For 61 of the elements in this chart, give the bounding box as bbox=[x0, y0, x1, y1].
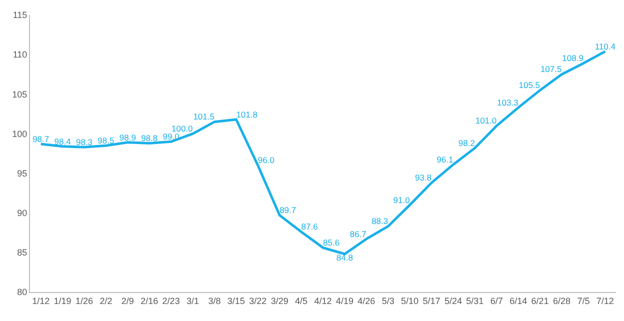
x-tick-label: 3/22 bbox=[249, 296, 267, 306]
data-label: 85.6 bbox=[323, 238, 340, 248]
data-label: 107.5 bbox=[540, 64, 562, 74]
x-tick-label: 3/1 bbox=[186, 296, 200, 306]
data-label: 98.8 bbox=[141, 133, 158, 144]
data-label: 89.7 bbox=[280, 205, 296, 216]
x-tick-label: 4/12 bbox=[314, 296, 332, 306]
x-tick-label: 7/12 bbox=[596, 296, 614, 306]
data-label: 108.9 bbox=[562, 53, 584, 64]
x-tick-label: 6/14 bbox=[510, 296, 528, 306]
y-tick-label: 115 bbox=[12, 10, 28, 20]
x-tick-label: 3/29 bbox=[270, 296, 288, 306]
data-label: 100.0 bbox=[172, 124, 194, 134]
y-tick-label: 95 bbox=[17, 168, 28, 178]
data-label: 105.5 bbox=[518, 80, 540, 90]
data-label: 98.9 bbox=[119, 132, 136, 142]
x-tick-label: 1/12 bbox=[32, 296, 50, 306]
x-tick-label: 2/2 bbox=[100, 296, 112, 306]
y-tick-label: 90 bbox=[17, 208, 28, 218]
data-label: 103.3 bbox=[497, 97, 519, 108]
data-label: 98.4 bbox=[54, 136, 72, 146]
data-label: 84.8 bbox=[336, 252, 354, 262]
data-label: 98.5 bbox=[98, 135, 115, 146]
x-tick-label: 6/21 bbox=[531, 296, 549, 306]
x-tick-label: 3/8 bbox=[208, 296, 221, 306]
y-tick-label: 100 bbox=[12, 128, 28, 139]
data-label: 91.0 bbox=[393, 194, 410, 205]
data-label: 93.8 bbox=[414, 172, 432, 183]
data-label: 98.7 bbox=[32, 134, 50, 144]
x-tick-label: 5/24 bbox=[444, 296, 462, 306]
data-label: 98.2 bbox=[458, 138, 476, 148]
data-label: 101.0 bbox=[475, 116, 497, 126]
data-label: 86.7 bbox=[350, 228, 367, 239]
data-label: 101.8 bbox=[236, 109, 258, 120]
data-label: 98.3 bbox=[76, 137, 93, 148]
data-label: 101.5 bbox=[193, 112, 215, 122]
x-tick-label: 4/26 bbox=[358, 296, 376, 306]
x-tick-label: 5/31 bbox=[466, 296, 484, 306]
y-tick-label: 110 bbox=[12, 50, 28, 60]
y-tick-label: 80 bbox=[17, 287, 28, 298]
x-tick-label: 6/7 bbox=[490, 296, 503, 306]
y-tick-label: 85 bbox=[17, 248, 28, 258]
x-tick-label: 5/10 bbox=[401, 296, 419, 306]
x-tick-label: 5/17 bbox=[422, 296, 440, 306]
x-tick-label: 1/26 bbox=[75, 296, 94, 306]
x-tick-label: 6/28 bbox=[552, 296, 571, 306]
data-label: 96.0 bbox=[258, 155, 275, 166]
x-tick-label: 7/5 bbox=[577, 296, 590, 306]
y-tick-label: 105 bbox=[12, 89, 28, 100]
x-tick-label: 4/19 bbox=[336, 296, 354, 306]
data-label: 110.4 bbox=[594, 41, 616, 52]
data-label: 88.3 bbox=[372, 216, 388, 226]
x-tick-label: 1/19 bbox=[54, 296, 72, 306]
x-tick-label: 3/15 bbox=[227, 296, 245, 306]
x-tick-label: 2/23 bbox=[162, 296, 180, 306]
x-tick-label: 4/5 bbox=[295, 296, 308, 306]
data-label: 87.6 bbox=[301, 222, 318, 232]
x-tick-label: 5/3 bbox=[382, 296, 394, 306]
x-tick-label: 2/16 bbox=[140, 296, 158, 306]
data-label: 96.1 bbox=[436, 154, 454, 164]
x-tick-label: 2/9 bbox=[121, 296, 134, 306]
